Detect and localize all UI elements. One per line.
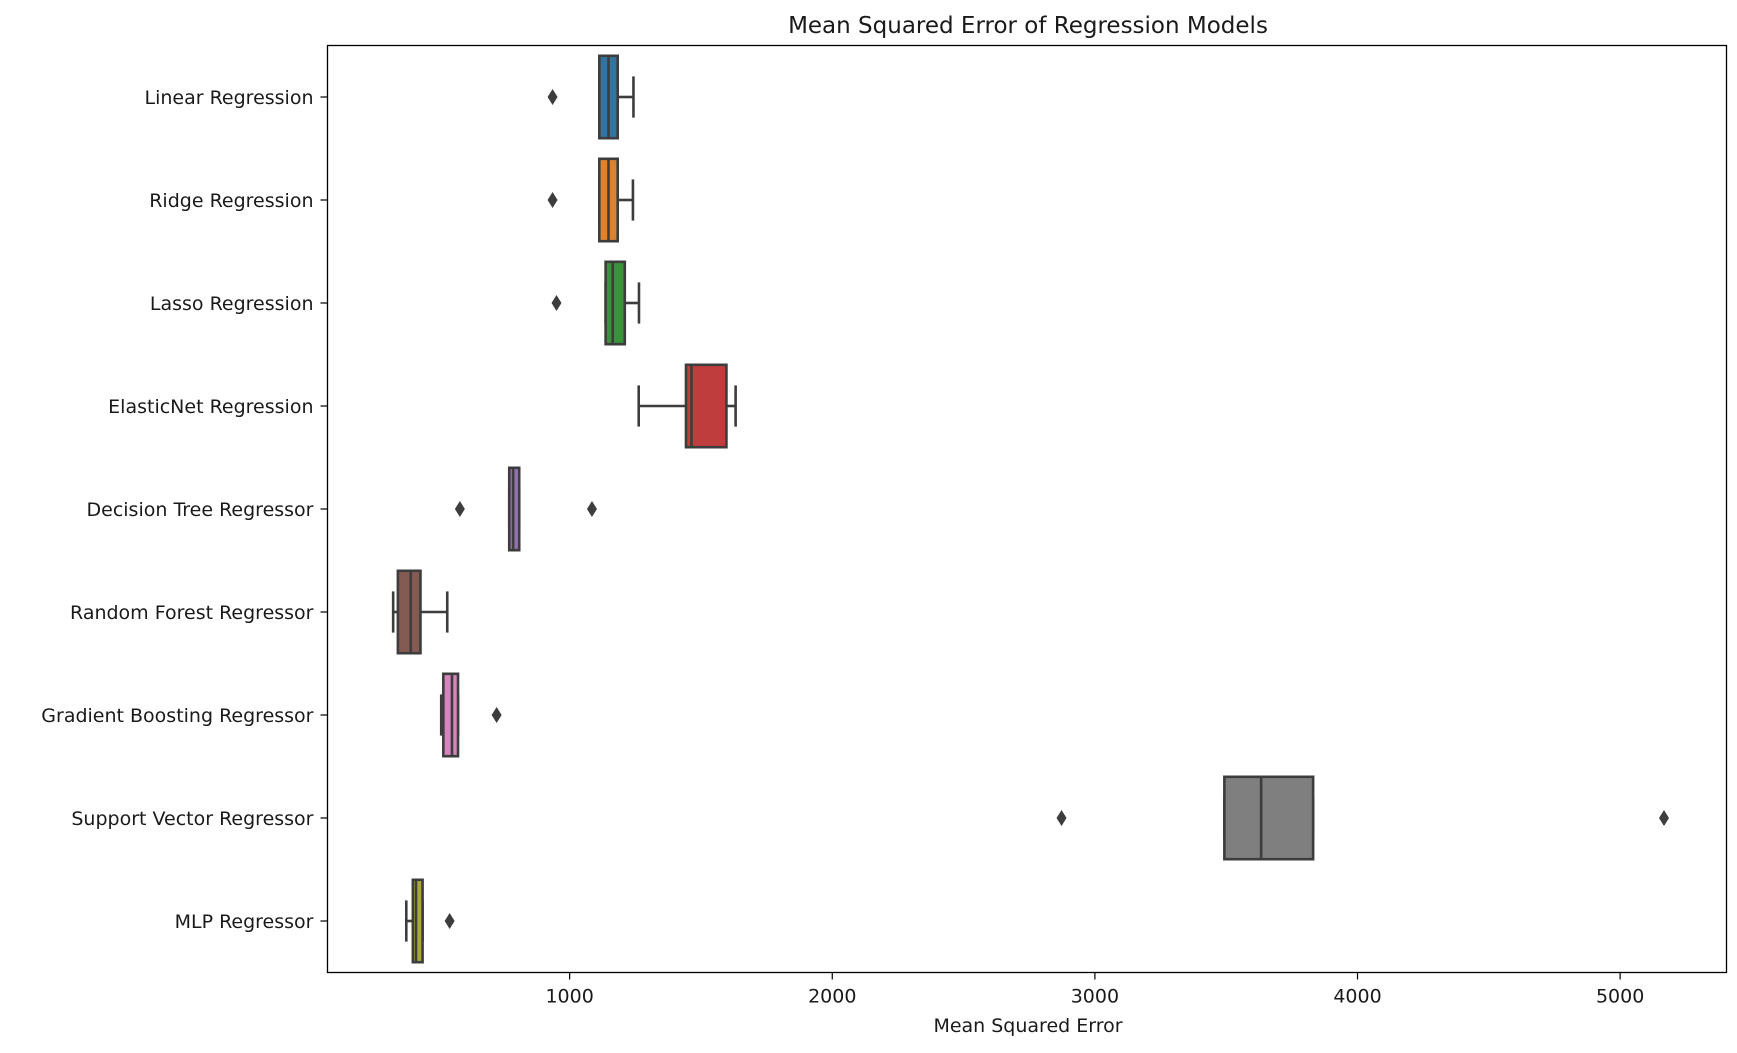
outlier-point bbox=[454, 501, 465, 517]
plot-area: 1000 2000 3000 4000 5000 Linear Regression Rid… bbox=[41, 54, 1669, 1008]
x-tick-label: 3000 bbox=[1071, 986, 1119, 1008]
outlier-point bbox=[491, 707, 502, 723]
outlier-point bbox=[551, 295, 562, 311]
y-tick-label: Decision Tree Regressor bbox=[87, 499, 314, 521]
outlier-point bbox=[586, 501, 597, 517]
box bbox=[411, 878, 424, 964]
x-tick-label: 2000 bbox=[808, 986, 856, 1008]
x-tick-label: 5000 bbox=[1596, 986, 1644, 1008]
box bbox=[1223, 775, 1315, 861]
y-tick-label: ElasticNet Regression bbox=[108, 396, 313, 418]
y-tick-label: Ridge Regression bbox=[149, 190, 313, 212]
y-tick-label: Gradient Boosting Regressor bbox=[41, 705, 313, 727]
box bbox=[604, 260, 627, 346]
x-axis-label: Mean Squared Error bbox=[933, 1015, 1122, 1037]
box bbox=[396, 569, 422, 655]
outlier-point bbox=[1658, 810, 1669, 826]
outlier-point bbox=[547, 89, 558, 105]
chart-title: Mean Squared Error of Regression Models bbox=[788, 13, 1268, 39]
plot-frame bbox=[326, 44, 1728, 974]
y-tick-label: MLP Regressor bbox=[175, 911, 314, 933]
box bbox=[442, 672, 460, 758]
y-tick-label: Lasso Regression bbox=[150, 293, 314, 315]
y-tick-label: Support Vector Regressor bbox=[71, 808, 313, 830]
outlier-point bbox=[1056, 810, 1067, 826]
y-tick-label: Linear Regression bbox=[144, 87, 313, 109]
y-tick-label: Random Forest Regressor bbox=[70, 602, 314, 624]
x-tick-label: 1000 bbox=[545, 986, 593, 1008]
outlier-point bbox=[444, 913, 455, 929]
outlier-point bbox=[547, 192, 558, 208]
x-tick-label: 4000 bbox=[1333, 986, 1381, 1008]
